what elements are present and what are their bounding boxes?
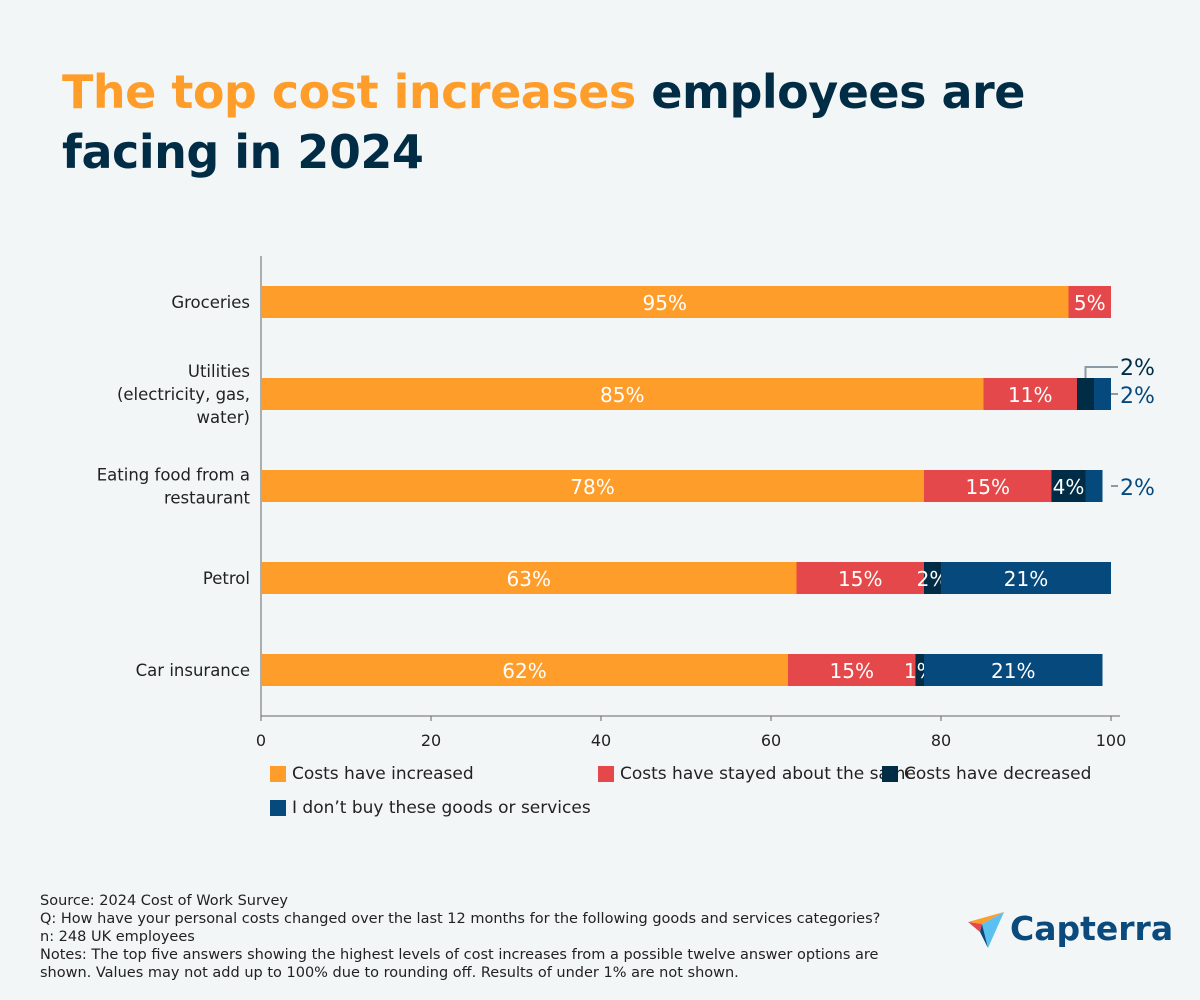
bar-segment (1051, 470, 1086, 502)
legend-label: Costs have decreased (904, 764, 1092, 784)
bar-segment (788, 654, 916, 686)
bar-segment (261, 378, 984, 410)
bar-segment (1077, 378, 1094, 410)
category-label: Eating food from a (97, 466, 250, 485)
bar-segment (261, 562, 797, 594)
bar-segment (261, 470, 924, 502)
data-label: 4% (1053, 475, 1085, 499)
title-rest: employees are facing in 2024 (62, 65, 1025, 179)
x-tick-label: 80 (931, 731, 951, 750)
category-label: Groceries (171, 293, 250, 312)
data-label: 21% (991, 659, 1035, 683)
data-label: 78% (570, 475, 614, 499)
bar-segment (261, 286, 1069, 318)
data-label: 5% (1074, 291, 1106, 315)
bar-segment (1068, 286, 1111, 318)
legend-item: Costs have increased (270, 764, 474, 784)
x-tick-label: 40 (591, 731, 611, 750)
legend-item: I don’t buy these goods or services (270, 798, 591, 818)
legend-label: Costs have increased (292, 764, 474, 784)
page-title: The top cost increases employees are fac… (62, 62, 1162, 182)
bar-segment (1094, 378, 1111, 410)
bar-segment (983, 378, 1077, 410)
legend-swatch (598, 766, 614, 782)
legend-label: I don’t buy these goods or services (292, 798, 591, 818)
x-tick-label: 0 (256, 731, 266, 750)
bar-segment (261, 654, 788, 686)
source-note: Source: 2024 Cost of Work Survey (40, 893, 289, 909)
category-label: Car insurance (136, 661, 250, 680)
x-tick-label: 20 (421, 731, 441, 750)
x-tick-label: 60 (761, 731, 781, 750)
data-label: 95% (643, 291, 687, 315)
data-label: 11% (1008, 383, 1052, 407)
category-label: Utilities (188, 362, 250, 381)
data-label: 63% (507, 567, 551, 591)
sample-note: n: 248 UK employees (40, 929, 195, 945)
data-label: 21% (1004, 567, 1048, 591)
category-label: water) (197, 408, 250, 427)
bar-segment (924, 654, 1103, 686)
bar-segment (796, 562, 924, 594)
legend-item: Costs have decreased (882, 764, 1091, 784)
stacked-bar-chart: 0 20 40 60 80 100 Groceries 95% 5% Utilities (elec… (97, 256, 1155, 750)
title-highlight: The top cost increases (62, 65, 636, 119)
capterra-logo-icon (968, 912, 1004, 948)
callout-label: 2% (1120, 356, 1155, 381)
bar-segment (924, 470, 1052, 502)
footer-notes: Source: 2024 Cost of Work Survey Q: How … (40, 892, 920, 982)
bar-segment (924, 562, 941, 594)
category-label: Petrol (203, 569, 250, 588)
legend-label: Costs have stayed about the same (620, 764, 916, 784)
data-label: 15% (838, 567, 882, 591)
bar-segment (941, 562, 1111, 594)
callout-line (1084, 366, 1118, 378)
legend-swatch (882, 766, 898, 782)
notes: Notes: The top five answers showing the … (40, 947, 879, 981)
legend-swatch (270, 766, 286, 782)
question-note: Q: How have your personal costs changed … (40, 911, 881, 927)
bar-segment (915, 654, 924, 686)
legend-item: Costs have stayed about the same (598, 764, 916, 784)
x-tick-label: 100 (1096, 731, 1127, 750)
data-label: 85% (600, 383, 644, 407)
callout-label: 2% (1120, 476, 1155, 501)
bar-segment (1085, 470, 1103, 502)
category-label: (electricity, gas, (117, 385, 250, 404)
data-label: 15% (966, 475, 1010, 499)
data-label: 62% (502, 659, 546, 683)
callout-label: 2% (1120, 384, 1155, 409)
data-label: 15% (830, 659, 874, 683)
legend-swatch (270, 800, 286, 816)
category-label: restaurant (164, 489, 251, 508)
logo-text: Capterra (1010, 908, 1174, 948)
capterra-logo: Capterra (968, 908, 1173, 948)
